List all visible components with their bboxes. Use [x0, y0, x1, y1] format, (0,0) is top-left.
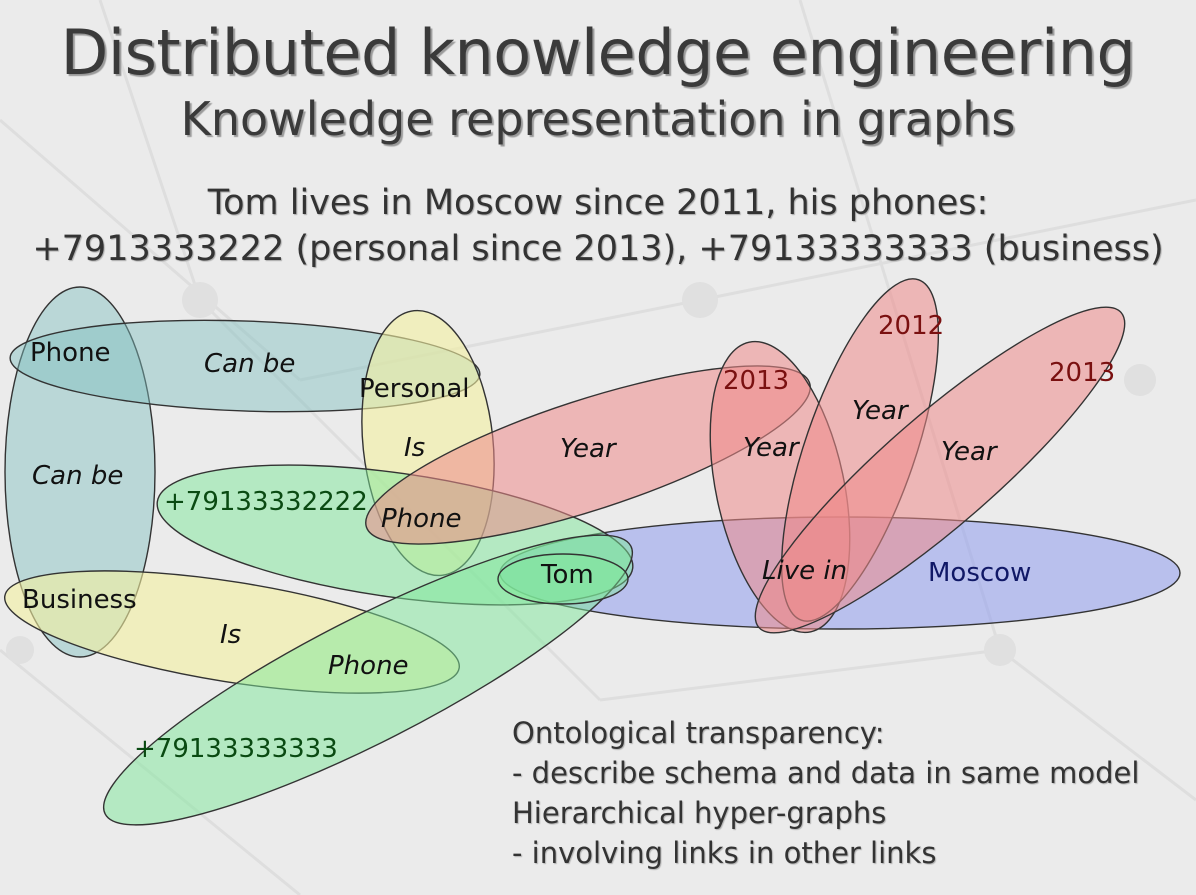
node-business-number: +79133333333 — [134, 734, 338, 764]
value-2012: 2012 — [878, 311, 944, 341]
edge-year-3: Year — [852, 396, 910, 426]
note-line: Ontological transparency: — [512, 716, 885, 750]
node-phone-personal: Phone — [381, 504, 462, 534]
example-sentence-line-2: +7913333222 (personal since 2013), +7913… — [32, 229, 1164, 269]
value-2013-b: 2013 — [1049, 358, 1115, 388]
edge-year-2: Year — [743, 433, 801, 463]
node-phone: Phone — [30, 338, 111, 368]
note-line: - involving links in other links — [512, 836, 937, 870]
example-sentence-line-1: Tom lives in Moscow since 2011, his phon… — [207, 183, 989, 223]
edge-year-1: Year — [560, 434, 618, 464]
edge-is-bottom: Is — [220, 620, 241, 650]
ellipse-phone-canbe-personal — [9, 319, 481, 413]
node-personal-number: +79133332222 — [164, 487, 368, 517]
node-phone-business: Phone — [328, 651, 409, 681]
value-2013-a: 2013 — [723, 366, 789, 396]
node-tom: Tom — [540, 560, 594, 590]
title: Distributed knowledge engineering — [60, 16, 1136, 89]
ellipse-phone-canbe-vertical — [4, 286, 156, 658]
ellipse-business-number-tom — [102, 534, 634, 826]
note-line: - describe schema and data in same model — [512, 756, 1140, 790]
ellipse-tom — [497, 553, 629, 605]
note-line: Hierarchical hyper-graphs — [512, 796, 887, 830]
notes: Ontological transparency: - describe sch… — [512, 713, 1139, 873]
node-moscow: Moscow — [928, 558, 1031, 588]
edge-year-4: Year — [941, 437, 999, 467]
subtitle: Knowledge representation in graphs — [180, 92, 1016, 146]
ellipse-livein-year-2013-diagonal — [754, 306, 1126, 634]
node-personal: Personal — [359, 374, 470, 404]
node-business: Business — [22, 585, 137, 615]
ellipse-phone-year-2013 — [365, 365, 811, 545]
edge-live-in: Live in — [762, 556, 847, 586]
edge-is-top: Is — [404, 433, 425, 463]
edge-can-be-left: Can be — [32, 461, 123, 491]
edge-can-be-top: Can be — [204, 349, 295, 379]
